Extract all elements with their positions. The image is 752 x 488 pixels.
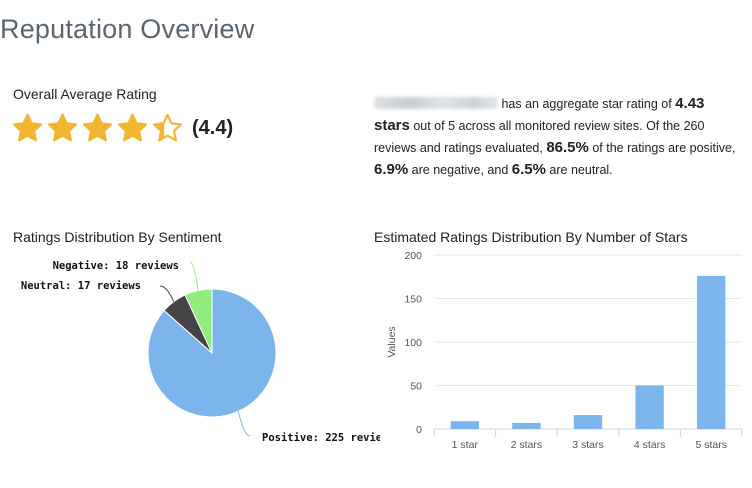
business-name-redacted xyxy=(374,97,498,109)
summary-text: of the ratings are positive, xyxy=(588,141,736,155)
x-tick-label: 1 star xyxy=(452,439,479,451)
positive-percent: 86.5% xyxy=(546,139,589,156)
summary-text: are negative, and xyxy=(408,163,512,177)
pie-label-positive: Positive: 225 reviews xyxy=(262,432,380,444)
star-icon xyxy=(11,112,44,145)
y-tick-label: 150 xyxy=(404,294,422,306)
star-icon xyxy=(81,112,114,145)
bar-4-stars xyxy=(635,385,664,429)
stars-chart-title: Estimated Ratings Distribution By Number… xyxy=(374,229,688,245)
neutral-percent: 6.5% xyxy=(511,161,546,178)
star-rating: (4.4) xyxy=(11,110,233,146)
x-tick-label: 4 stars xyxy=(634,439,666,451)
pie-connector-positive xyxy=(237,411,251,437)
x-tick-label: 2 stars xyxy=(511,439,543,451)
bar-1-star xyxy=(450,421,479,429)
pie-connector-neutral xyxy=(159,285,175,302)
page-title: Reputation Overview xyxy=(0,14,255,44)
y-axis-label: Values xyxy=(386,326,398,357)
negative-percent: 6.9% xyxy=(374,161,409,178)
sentiment-pie-chart: Positive: 225 reviews Neutral: 17 reviews… xyxy=(21,260,380,444)
pie-slice-negative xyxy=(184,288,213,354)
y-tick-label: 200 xyxy=(404,250,422,262)
y-tick-label: 50 xyxy=(410,381,422,393)
aggregate-stars-value: 4.43 stars xyxy=(374,95,705,134)
overall-rating-label: Overall Average Rating xyxy=(13,86,157,102)
pie-slice-positive xyxy=(147,288,277,418)
pie-label-neutral: Neutral: 17 reviews xyxy=(21,280,141,292)
rating-summary: has an aggregate star rating of 4.43 sta… xyxy=(374,93,744,181)
y-tick-label: 100 xyxy=(404,337,422,349)
star-icon xyxy=(116,112,149,145)
pie-connector-negative xyxy=(189,261,199,291)
star-icon xyxy=(46,112,79,145)
pie-label-negative: Negative: 18 reviews xyxy=(53,260,179,272)
x-tick-label: 3 stars xyxy=(572,439,604,451)
y-tick-label: 0 xyxy=(416,424,422,436)
summary-text: out of 5 across all monitored review sit… xyxy=(374,119,705,155)
bar-5-stars xyxy=(697,275,726,429)
stars-bar-chart: 0 50 100 150 200 Values 1 star 2 stars 3 stars 4 … xyxy=(386,250,743,451)
overall-rating-value: (4.4) xyxy=(192,116,234,139)
sentiment-chart-title: Ratings Distribution By Sentiment xyxy=(13,229,222,245)
bar-2-stars xyxy=(512,422,541,429)
summary-text: has an aggregate star rating of xyxy=(498,97,676,111)
half-star-icon xyxy=(151,112,184,145)
summary-text: are neutral. xyxy=(545,163,613,177)
x-tick-label: 5 stars xyxy=(695,439,727,451)
bar-3-stars xyxy=(573,415,603,429)
